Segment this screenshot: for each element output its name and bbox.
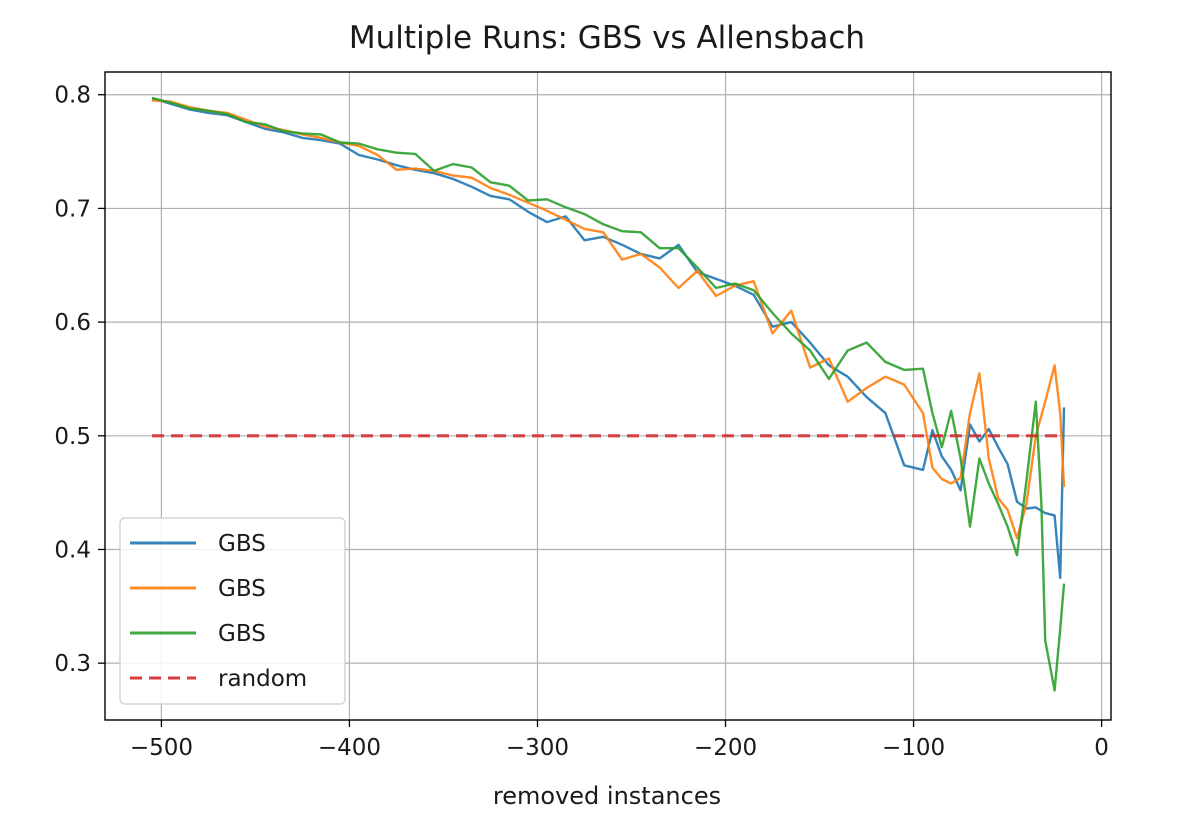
legend-label-gbs-3: GBS (218, 621, 266, 647)
x-tick-label: 0 (1094, 735, 1109, 761)
x-tick-label: −400 (318, 735, 381, 761)
y-tick-label: 0.6 (54, 310, 91, 336)
legend-box (119, 517, 346, 705)
x-axis-label: removed instances (493, 782, 721, 810)
legend-label-gbs-2: GBS (218, 576, 266, 602)
y-tick-label: 0.5 (54, 424, 91, 450)
legend-label-random: random (218, 666, 307, 692)
y-tick-label: 0.8 (54, 83, 91, 109)
x-axis: −500 −400 −300 −200 −100 0 (130, 720, 1109, 761)
plot-frame (104, 71, 1112, 721)
x-tick-label: −100 (882, 735, 945, 761)
y-axis: 0.3 0.4 0.5 0.6 0.7 0.8 (54, 83, 105, 677)
x-tick-label: −500 (130, 735, 193, 761)
series-group (151, 96, 1066, 692)
y-tick-label: 0.7 (54, 196, 91, 222)
legend: GBS GBS GBS random (119, 517, 346, 705)
chart-title: Multiple Runs: GBS vs Allensbach (349, 20, 865, 56)
y-tick-label: 0.3 (54, 651, 91, 677)
y-tick-label: 0.4 (54, 537, 91, 563)
series-line-gbs-3 (151, 96, 1066, 692)
x-tick-label: −300 (506, 735, 569, 761)
series-line-gbs-2 (151, 99, 1066, 540)
legend-label-gbs-1: GBS (218, 531, 266, 557)
x-tick-label: −200 (694, 735, 757, 761)
